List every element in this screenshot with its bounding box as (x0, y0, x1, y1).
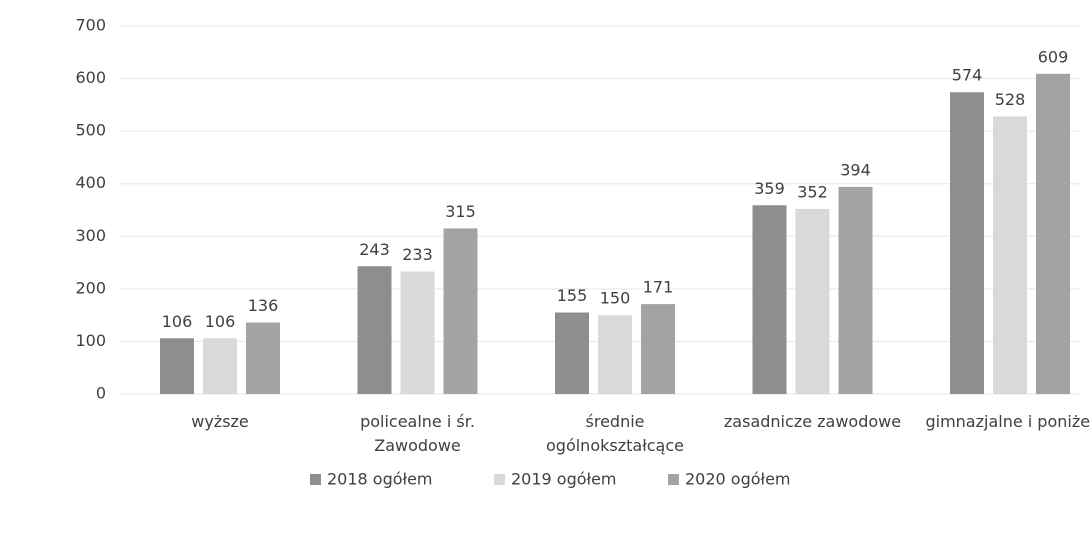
data-label: 243 (359, 240, 390, 259)
bar (993, 116, 1027, 395)
bar (443, 228, 478, 394)
x-tick-label: gimnazjalne i poniżej (925, 412, 1090, 431)
x-tick-label: policealne i śr. Zawodowe (360, 412, 475, 455)
y-tick-label: 500 (75, 121, 106, 140)
legend-label: 2018 ogółem (327, 470, 433, 489)
data-label: 136 (248, 296, 279, 315)
bar (246, 322, 280, 394)
data-label: 352 (797, 182, 828, 201)
legend-swatch (494, 474, 505, 485)
legend-swatch (310, 474, 321, 485)
data-label: 394 (840, 160, 871, 179)
bar (641, 304, 675, 394)
bar (598, 315, 632, 394)
legend-swatch (668, 474, 679, 485)
data-label: 106 (205, 312, 236, 331)
bar (1036, 73, 1070, 394)
y-tick-label: 600 (75, 68, 106, 87)
bar (203, 338, 237, 394)
data-label: 150 (600, 289, 631, 308)
data-label: 171 (643, 278, 674, 297)
bar (752, 205, 787, 394)
bar (795, 208, 830, 394)
x-tick-label: średnie ogólnokształcące (546, 412, 684, 455)
data-label: 359 (754, 179, 785, 198)
y-tick-label: 300 (75, 226, 106, 245)
legend-label: 2019 ogółem (511, 470, 617, 489)
bar (950, 92, 984, 395)
data-label: 574 (952, 66, 983, 85)
y-tick-label: 400 (75, 173, 106, 192)
y-tick-label: 100 (75, 331, 106, 350)
bar (400, 271, 435, 394)
y-tick-label: 200 (75, 278, 106, 297)
bar (357, 266, 392, 394)
y-tick-label: 700 (75, 16, 106, 35)
y-tick-label: 0 (96, 384, 106, 403)
x-tick-label: zasadnicze zawodowe (723, 412, 902, 431)
x-tick-label: wyższe (191, 412, 249, 431)
data-label: 609 (1038, 47, 1069, 66)
bar (555, 312, 589, 394)
data-label: 315 (445, 202, 476, 221)
data-label: 233 (402, 245, 433, 264)
legend-label: 2020 ogółem (685, 470, 791, 489)
bar (838, 186, 873, 394)
data-label: 528 (995, 90, 1026, 109)
data-label: 106 (162, 312, 193, 331)
bar (160, 338, 194, 394)
data-label: 155 (557, 286, 588, 305)
